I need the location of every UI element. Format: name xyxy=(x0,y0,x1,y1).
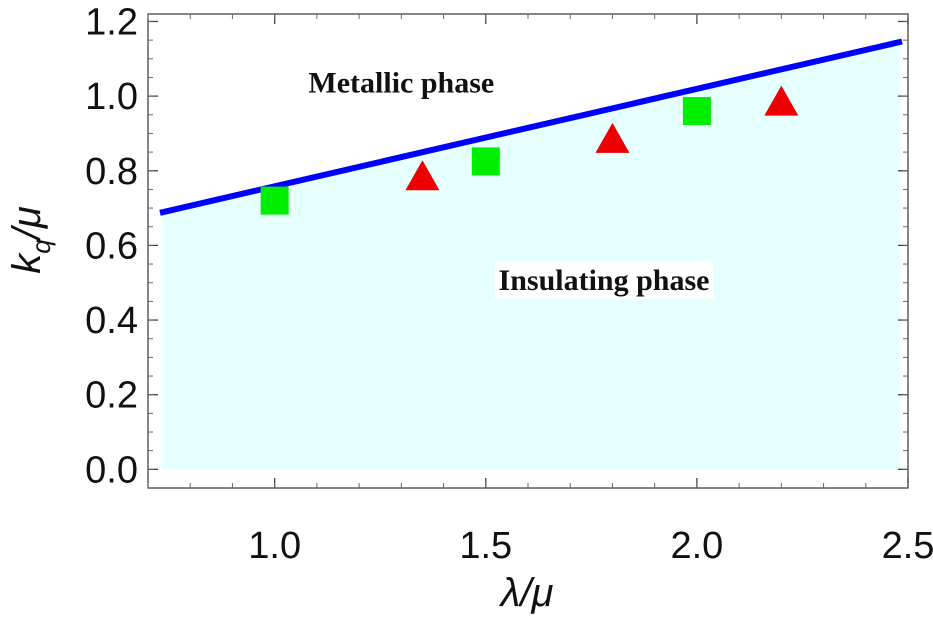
green-square-marker xyxy=(471,147,500,176)
x-tick-label: 2.5 xyxy=(882,525,933,567)
region-labels: Metallic phase Insulating phase xyxy=(304,64,714,300)
x-tick-label: 1.0 xyxy=(248,525,301,567)
y-tick-label: 0.2 xyxy=(85,375,138,417)
y-tick-label: 0.6 xyxy=(85,225,138,267)
y-axis-title-main: k xyxy=(5,252,49,274)
y-tick-label: 0.8 xyxy=(85,151,138,193)
y-tick-label: 1.0 xyxy=(85,76,138,118)
data-markers xyxy=(260,85,799,215)
y-axis-title-rest: /μ xyxy=(5,206,49,242)
red-triangle-marker xyxy=(405,160,440,191)
green-square-marker xyxy=(260,186,289,215)
y-axis-title-subscript: q xyxy=(26,239,56,254)
insulating-region-fill xyxy=(162,41,900,470)
x-axis-title: λ/μ xyxy=(499,571,554,615)
metallic-phase-label: Metallic phase xyxy=(308,66,494,99)
shaded-region-layer xyxy=(162,41,900,470)
metallic-phase-label-background xyxy=(304,64,499,102)
insulating-phase-label-background xyxy=(494,262,714,300)
y-tick-label: 0.0 xyxy=(85,449,138,491)
y-tick-label: 0.4 xyxy=(85,300,138,342)
x-tick-label: 1.5 xyxy=(459,525,512,567)
metal-insulator-boundary-line xyxy=(159,38,903,216)
tick-labels: 1.0 1.5 2.0 2.5 0.0 0.2 0.4 0.6 0.8 1.0 1.2 xyxy=(85,1,933,567)
y-axis-title: kq/μ xyxy=(5,206,56,274)
green-square-marker xyxy=(682,97,711,126)
red-triangle-marker xyxy=(764,85,799,116)
insulating-phase-label: Insulating phase xyxy=(499,264,710,297)
tick-marks xyxy=(147,14,909,488)
boundary-line-layer xyxy=(159,38,903,216)
red-triangle-marker xyxy=(595,122,630,153)
y-tick-label: 1.2 xyxy=(85,1,138,43)
x-tick-label: 2.0 xyxy=(670,525,723,567)
